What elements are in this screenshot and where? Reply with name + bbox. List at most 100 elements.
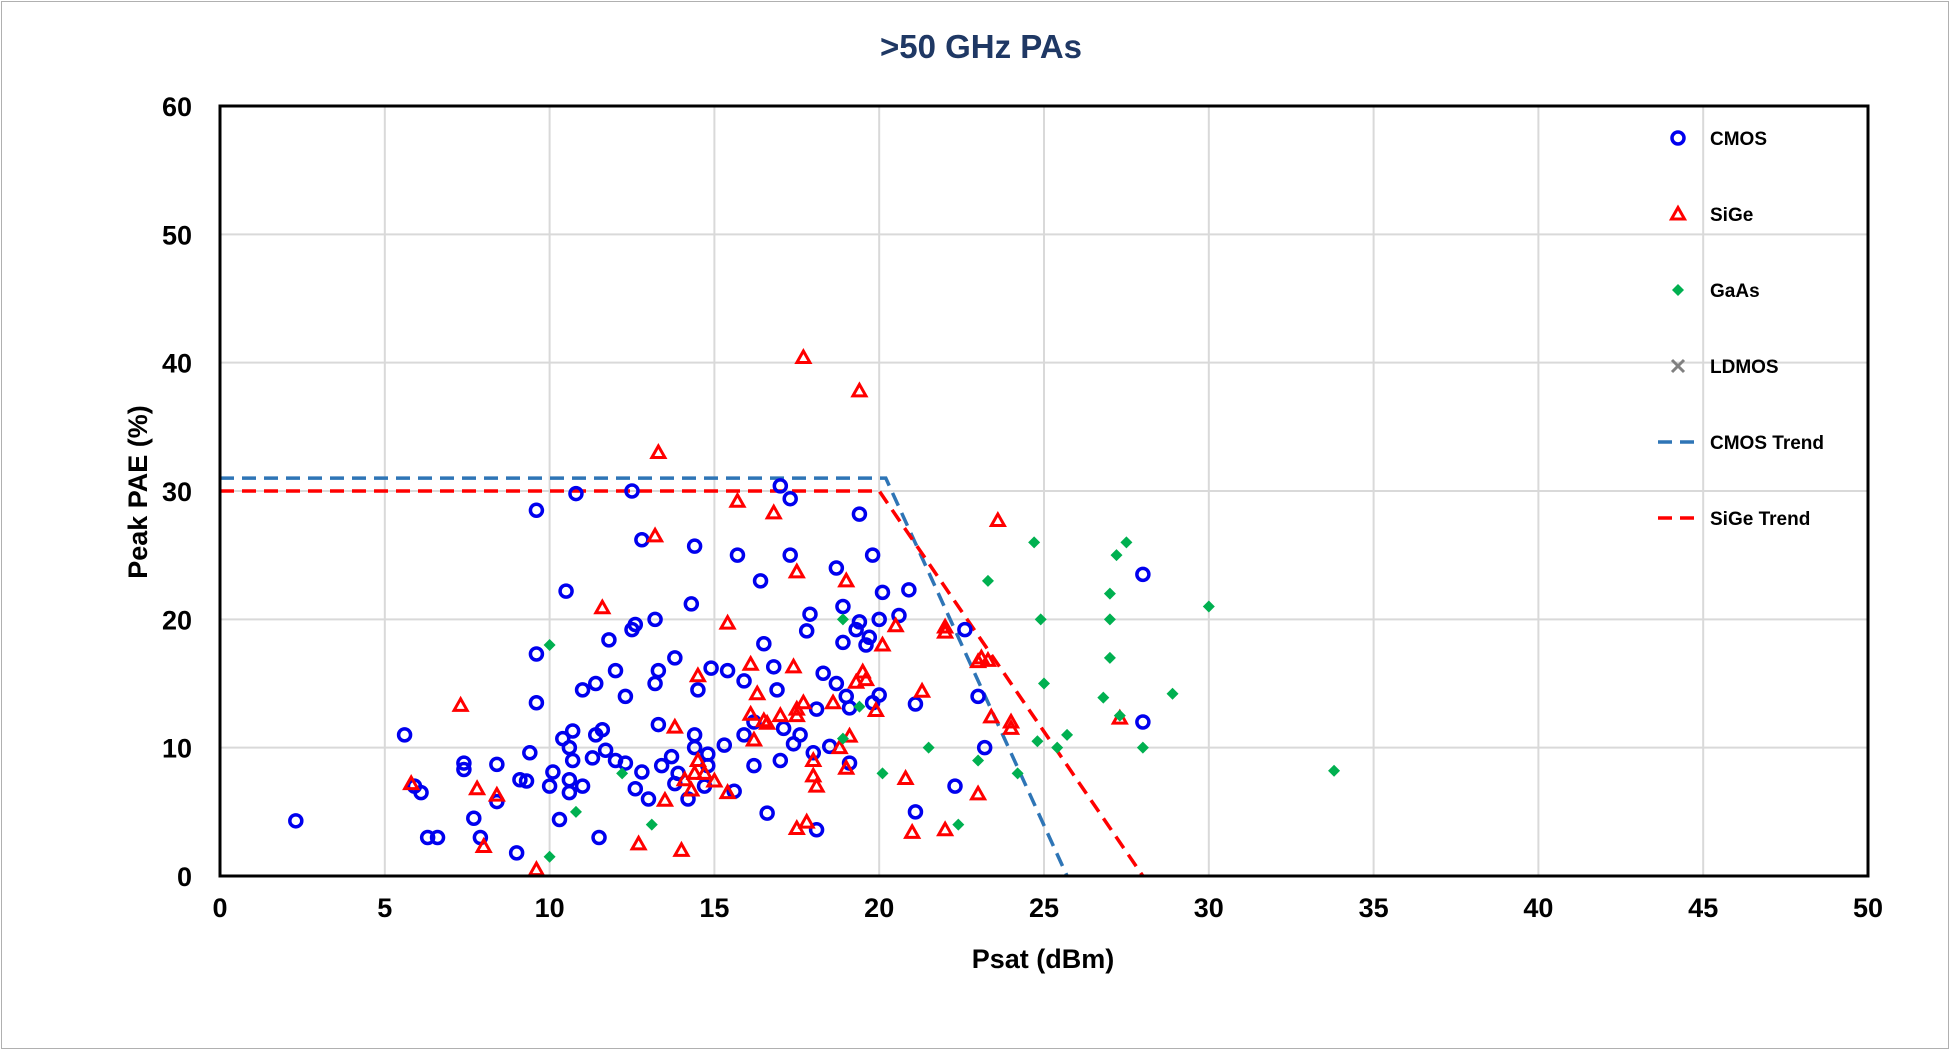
point-cmos (830, 678, 842, 690)
point-cmos (530, 504, 542, 516)
point-cmos (801, 625, 813, 637)
point-gaas (952, 819, 964, 831)
y-tick-label: 30 (162, 477, 192, 507)
point-cmos (610, 665, 622, 677)
point-gaas (1104, 652, 1116, 664)
point-cmos (761, 807, 773, 819)
point-cmos (817, 667, 829, 679)
x-tick-label: 35 (1359, 893, 1389, 923)
point-cmos (903, 584, 915, 596)
point-cmos (853, 508, 865, 520)
point-cmos (959, 624, 971, 636)
data-points (290, 351, 1340, 875)
point-sige (691, 669, 704, 681)
x-tick-label: 15 (699, 893, 729, 923)
point-sige (471, 782, 484, 794)
point-cmos (731, 549, 743, 561)
point-sige (906, 826, 919, 838)
point-gaas (1104, 613, 1116, 625)
point-gaas (1028, 536, 1040, 548)
point-gaas (1167, 688, 1179, 700)
chart-title: >50 GHz PAs (880, 28, 1082, 65)
point-sige (530, 863, 543, 875)
legend-label-cmos: CMOS (1710, 129, 1767, 150)
point-cmos (771, 684, 783, 696)
point-sige (774, 709, 787, 721)
point-cmos (629, 783, 641, 795)
point-cmos (666, 751, 678, 763)
point-sige (860, 673, 873, 685)
point-gaas (837, 613, 849, 625)
y-tick-label: 50 (162, 220, 192, 250)
y-tick-label: 10 (162, 734, 192, 764)
point-sige (632, 837, 645, 849)
y-tick-label: 0 (177, 862, 192, 892)
point-sige (797, 696, 810, 708)
point-gaas (1137, 742, 1149, 754)
legend-label-cmos-trend: CMOS Trend (1710, 433, 1824, 454)
point-cmos (567, 755, 579, 767)
x-tick-label: 5 (377, 893, 392, 923)
point-sige (876, 639, 889, 651)
point-cmos (722, 665, 734, 677)
point-cmos (758, 638, 770, 650)
point-cmos (778, 722, 790, 734)
point-sige (797, 351, 810, 363)
point-cmos (491, 758, 503, 770)
y-tick-label: 20 (162, 605, 192, 635)
point-cmos (649, 678, 661, 690)
point-cmos (593, 832, 605, 844)
point-cmos (553, 814, 565, 826)
x-tick-label: 10 (535, 893, 565, 923)
point-cmos (755, 575, 767, 587)
point-sige (675, 844, 688, 856)
point-cmos (669, 652, 681, 664)
point-sige (767, 506, 780, 517)
point-cmos (830, 562, 842, 574)
point-gaas (1061, 729, 1073, 741)
x-tick-label: 50 (1853, 893, 1883, 923)
legend-label-sige: SiGe (1710, 205, 1753, 226)
x-tick-label: 20 (864, 893, 894, 923)
point-gaas (646, 819, 658, 831)
point-gaas (1111, 549, 1123, 561)
point-cmos (652, 665, 664, 677)
point-gaas (544, 639, 556, 651)
y-tick-label: 60 (162, 92, 192, 122)
legend-swatch-cmos (1672, 132, 1684, 144)
point-gaas (923, 742, 935, 754)
point-cmos (567, 725, 579, 737)
point-sige (916, 685, 929, 697)
point-cmos (689, 540, 701, 552)
point-cmos (844, 702, 856, 714)
point-cmos (586, 752, 598, 764)
point-cmos (290, 815, 302, 827)
point-sige (853, 384, 866, 396)
point-gaas (982, 575, 994, 587)
point-cmos (867, 549, 879, 561)
point-cmos (560, 585, 572, 597)
point-sige (787, 660, 800, 672)
point-cmos (909, 806, 921, 818)
point-gaas (1097, 692, 1109, 704)
legend-label-ldmos: LDMOS (1710, 357, 1779, 378)
x-axis-label: Psat (dBm) (972, 944, 1115, 974)
point-cmos (738, 675, 750, 687)
point-sige (649, 529, 662, 541)
point-gaas (972, 755, 984, 767)
point-gaas (1328, 765, 1340, 777)
y-tick-label: 40 (162, 349, 192, 379)
point-cmos (399, 729, 411, 741)
legend-label-sige-trend: SiGe Trend (1710, 509, 1810, 530)
point-cmos (685, 598, 697, 610)
point-sige (985, 710, 998, 722)
legend-swatch-sige (1672, 208, 1685, 220)
point-cmos (530, 697, 542, 709)
point-sige (800, 816, 813, 828)
legend-swatch-gaas (1672, 284, 1684, 296)
point-sige (454, 699, 467, 711)
point-cmos (794, 729, 806, 741)
point-gaas (544, 851, 556, 863)
point-sige (596, 601, 609, 613)
point-cmos (738, 729, 750, 741)
